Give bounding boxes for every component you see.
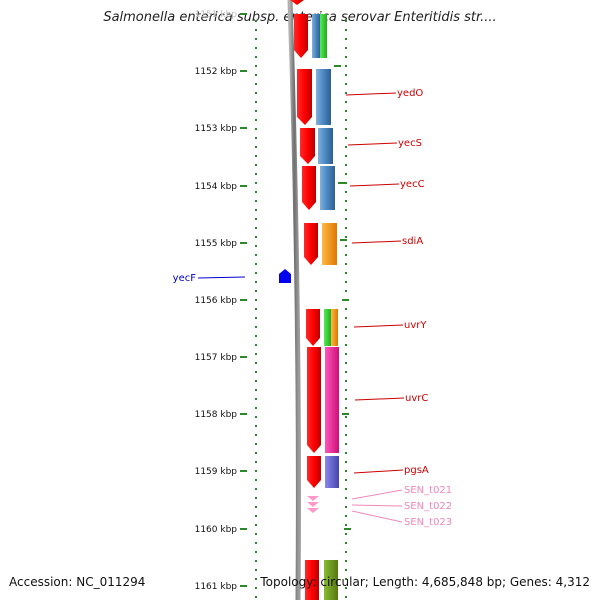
gene-label-sen-t021[interactable]: SEN_t021: [404, 485, 452, 496]
leader-line: [353, 469, 404, 474]
trna-chevron[interactable]: [307, 496, 319, 501]
cog-bar: [325, 456, 339, 488]
ruler-tick-label: 1154 kbp: [195, 182, 238, 192]
gene-arrow[interactable]: [306, 309, 320, 346]
trna-marks[interactable]: [307, 496, 319, 513]
ruler-tick-label: 1153 kbp: [195, 124, 238, 134]
cog-bar: [331, 309, 338, 346]
ruler-tick-label: 1161 kbp: [195, 582, 238, 592]
accession-label: Accession: NC_011294: [9, 575, 146, 589]
ruler-tick-label: 1152 kbp: [195, 67, 238, 77]
gene-arrow[interactable]: [307, 347, 321, 453]
gene-label-uvrY[interactable]: uvrY: [404, 320, 427, 331]
gene-label-sen-t022[interactable]: SEN_t022: [404, 501, 452, 512]
gene-label-yecS[interactable]: yecS: [398, 138, 422, 149]
gene-arrow[interactable]: [290, 0, 304, 5]
gene-arrow-reverse[interactable]: [279, 269, 291, 283]
gene-label-yecF[interactable]: yecF: [173, 273, 197, 284]
genome-backbone: [287, 0, 301, 600]
trna-chevron[interactable]: [307, 508, 319, 513]
ruler-tick-marks: [240, 13, 351, 587]
cog-bar: [316, 69, 331, 125]
cog-bar: [320, 14, 327, 58]
gene-arrow[interactable]: [302, 166, 316, 210]
leader-line: [351, 504, 403, 507]
gene-label-yecC[interactable]: yecC: [400, 179, 425, 190]
gene-arrow[interactable]: [297, 69, 312, 125]
cog-bar: [324, 560, 338, 600]
leader-line: [351, 240, 402, 244]
topology-info: Topology: circular; Length: 4,685,848 bp…: [260, 575, 590, 589]
leader-line: [351, 510, 403, 523]
cog-bar: [312, 14, 320, 58]
leader-line: [351, 489, 403, 500]
leader-line: [353, 324, 404, 328]
cog-bar: [322, 223, 337, 265]
gene-label-yedO[interactable]: yedO: [397, 88, 423, 99]
gene-arrow[interactable]: [294, 14, 308, 58]
ruler-tick-label: 1160 kbp: [195, 525, 238, 535]
ruler-tick-label: 1159 kbp: [195, 467, 238, 477]
leader-line: [197, 276, 246, 279]
gene-label-pgsA[interactable]: pgsA: [404, 465, 429, 476]
gene-label-sen-t023[interactable]: SEN_t023: [404, 517, 452, 528]
gene-arrow[interactable]: [305, 560, 319, 600]
ruler-tick-label: 1156 kbp: [195, 296, 238, 306]
ruler-tick-label: 1155 kbp: [195, 239, 238, 249]
leader-line: [349, 183, 400, 187]
ruler-tick-label: 1157 kbp: [195, 353, 238, 363]
ruler-tick-label: 1158 kbp: [195, 410, 238, 420]
cog-bar: [320, 166, 335, 210]
cog-bar: [318, 128, 333, 164]
gene-arrow[interactable]: [307, 456, 321, 488]
leader-line: [345, 92, 397, 96]
trna-chevron[interactable]: [307, 502, 319, 507]
leader-line: [354, 397, 405, 401]
cog-bar: [324, 309, 331, 346]
leader-line: [347, 142, 398, 146]
ruler-tick-label: 1151 kbp: [195, 10, 238, 20]
gene-label-sdiA[interactable]: sdiA: [402, 236, 423, 247]
gene-arrow[interactable]: [304, 223, 318, 265]
gene-arrow[interactable]: [300, 128, 315, 164]
cog-bar: [325, 347, 339, 453]
gene-label-uvrC[interactable]: uvrC: [405, 393, 428, 404]
